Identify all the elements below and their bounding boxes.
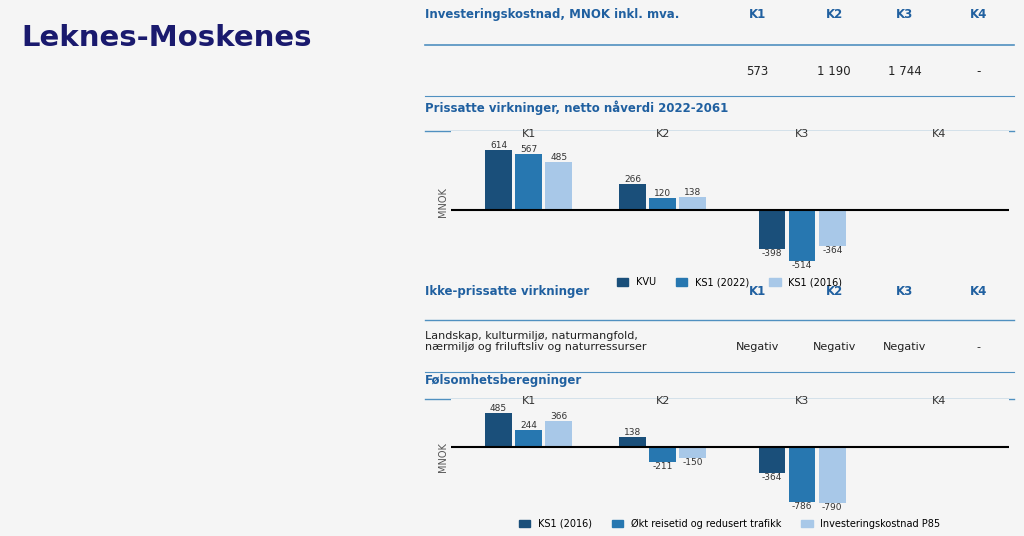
- Bar: [819, 210, 846, 246]
- Bar: [759, 210, 785, 249]
- Text: 485: 485: [490, 404, 507, 413]
- Y-axis label: MNOK: MNOK: [438, 188, 447, 217]
- Text: 244: 244: [520, 421, 538, 430]
- Bar: [649, 198, 676, 210]
- Text: 614: 614: [490, 140, 507, 150]
- Text: -398: -398: [762, 249, 782, 258]
- Text: K1: K1: [749, 8, 766, 21]
- Y-axis label: MNOK: MNOK: [438, 442, 447, 472]
- Bar: [759, 447, 785, 473]
- Bar: [788, 210, 815, 261]
- Text: -786: -786: [792, 502, 812, 511]
- Text: 1 744: 1 744: [888, 65, 922, 78]
- Bar: [515, 154, 542, 210]
- Text: K1: K1: [521, 396, 536, 406]
- Text: K2: K2: [825, 8, 843, 21]
- Text: K4: K4: [970, 8, 987, 21]
- Bar: [649, 447, 676, 462]
- Text: 138: 138: [684, 188, 701, 197]
- Legend: KS1 (2016), Økt reisetid og redusert trafikk, Investeringskostnad P85: KS1 (2016), Økt reisetid og redusert tra…: [515, 515, 944, 533]
- Bar: [620, 437, 646, 447]
- Text: 1 190: 1 190: [817, 65, 851, 78]
- Bar: [546, 421, 572, 447]
- Text: -364: -364: [822, 246, 843, 255]
- Bar: [546, 162, 572, 210]
- Bar: [679, 447, 707, 458]
- Text: -: -: [977, 342, 980, 352]
- Text: Negativ: Negativ: [812, 342, 856, 352]
- Text: Følsomhetsberegninger: Følsomhetsberegninger: [425, 374, 583, 387]
- Text: K3: K3: [896, 285, 913, 298]
- Bar: [485, 413, 512, 447]
- Text: -150: -150: [683, 458, 703, 467]
- Text: 485: 485: [550, 153, 567, 162]
- Legend: KVU, KS1 (2022), KS1 (2016): KVU, KS1 (2022), KS1 (2016): [613, 273, 846, 291]
- Bar: [819, 447, 846, 503]
- Text: -514: -514: [792, 261, 812, 270]
- Text: 573: 573: [746, 65, 769, 78]
- Text: Negativ: Negativ: [736, 342, 779, 352]
- Text: K4: K4: [932, 129, 946, 139]
- Text: K2: K2: [825, 285, 843, 298]
- Text: K4: K4: [932, 396, 946, 406]
- Text: Investeringskostnad, MNOK inkl. mva.: Investeringskostnad, MNOK inkl. mva.: [425, 8, 679, 21]
- Text: K4: K4: [970, 285, 987, 298]
- Bar: [515, 430, 542, 447]
- Bar: [620, 184, 646, 210]
- Text: K3: K3: [795, 129, 809, 139]
- Text: -: -: [976, 65, 981, 78]
- Text: 266: 266: [624, 175, 641, 184]
- Text: K3: K3: [795, 396, 809, 406]
- Text: -211: -211: [652, 462, 673, 471]
- Text: Leknes-Moskenes: Leknes-Moskenes: [20, 24, 311, 52]
- Text: K3: K3: [896, 8, 913, 21]
- Text: 567: 567: [520, 145, 538, 154]
- Text: 366: 366: [550, 412, 567, 421]
- Text: K1: K1: [749, 285, 766, 298]
- Text: 138: 138: [624, 428, 641, 437]
- Bar: [485, 150, 512, 210]
- Text: K1: K1: [521, 129, 536, 139]
- Text: Negativ: Negativ: [883, 342, 927, 352]
- Bar: [788, 447, 815, 502]
- Text: Prissatte virkninger, netto nåverdi 2022-2061: Prissatte virkninger, netto nåverdi 2022…: [425, 101, 728, 115]
- Text: -790: -790: [822, 503, 843, 512]
- Text: Landskap, kulturmiljø, naturmangfold,
nærmiljø og friluftsliv og naturressurser: Landskap, kulturmiljø, naturmangfold, næ…: [425, 331, 646, 352]
- Text: 120: 120: [654, 189, 671, 198]
- Text: K2: K2: [655, 129, 670, 139]
- Text: -364: -364: [762, 473, 782, 482]
- Text: Ikke-prissatte virkninger: Ikke-prissatte virkninger: [425, 285, 589, 298]
- Text: K2: K2: [655, 396, 670, 406]
- Bar: [679, 197, 707, 210]
